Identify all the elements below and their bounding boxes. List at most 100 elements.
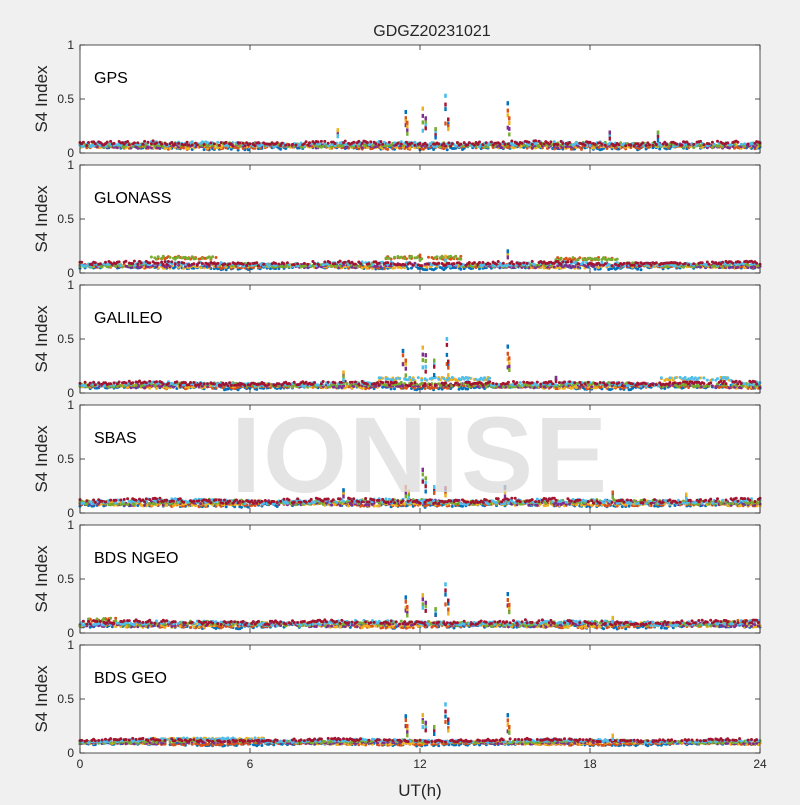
data-point bbox=[390, 262, 393, 265]
data-point bbox=[648, 143, 651, 146]
data-point bbox=[119, 264, 122, 267]
data-point bbox=[658, 148, 661, 151]
data-point bbox=[345, 385, 348, 388]
data-point bbox=[468, 141, 471, 144]
data-point bbox=[119, 384, 122, 387]
data-point bbox=[604, 262, 607, 265]
spike-peak bbox=[507, 101, 509, 105]
data-point bbox=[104, 261, 107, 264]
data-point bbox=[393, 387, 396, 390]
data-point bbox=[600, 261, 603, 264]
spike-peak bbox=[447, 118, 449, 122]
data-point bbox=[708, 263, 711, 266]
data-point bbox=[561, 142, 564, 145]
data-point bbox=[454, 145, 457, 148]
data-point bbox=[526, 262, 529, 265]
data-point bbox=[459, 258, 462, 261]
data-point bbox=[276, 141, 279, 144]
data-point bbox=[294, 144, 297, 147]
data-point bbox=[500, 146, 503, 149]
data-point bbox=[614, 263, 617, 266]
data-point bbox=[592, 263, 595, 266]
y-tick-label: 1 bbox=[67, 38, 74, 52]
data-point bbox=[425, 144, 428, 147]
data-point bbox=[532, 263, 535, 266]
spike-point bbox=[444, 103, 446, 107]
data-point bbox=[162, 263, 165, 266]
data-point bbox=[323, 261, 326, 264]
data-point bbox=[577, 266, 580, 269]
data-point bbox=[412, 264, 415, 267]
data-point bbox=[463, 141, 466, 144]
data-point bbox=[420, 264, 423, 267]
spike-peak bbox=[419, 254, 421, 258]
data-point bbox=[427, 263, 430, 266]
spike-point bbox=[434, 136, 436, 140]
data-point bbox=[99, 262, 102, 265]
data-point bbox=[702, 143, 705, 146]
spike-peak bbox=[508, 116, 510, 120]
data-point bbox=[726, 141, 729, 144]
data-point bbox=[182, 262, 185, 265]
data-point bbox=[640, 268, 643, 271]
data-point bbox=[594, 143, 597, 146]
data-point bbox=[203, 143, 206, 146]
data-point bbox=[213, 142, 216, 145]
data-point bbox=[124, 260, 127, 263]
data-point bbox=[590, 385, 593, 388]
data-point bbox=[281, 265, 284, 268]
data-point bbox=[561, 260, 564, 263]
data-point bbox=[553, 140, 556, 143]
data-point bbox=[152, 139, 155, 142]
data-point bbox=[366, 267, 369, 270]
spike-peak bbox=[444, 94, 446, 98]
data-point bbox=[488, 263, 491, 266]
data-point bbox=[94, 261, 97, 264]
data-point bbox=[403, 257, 406, 260]
data-point bbox=[143, 145, 146, 148]
data-point bbox=[196, 264, 199, 267]
data-point bbox=[255, 261, 258, 264]
data-point bbox=[131, 262, 134, 265]
spike-peak bbox=[406, 121, 408, 125]
data-point bbox=[101, 266, 104, 269]
data-point bbox=[599, 264, 602, 267]
data-point bbox=[740, 143, 743, 146]
data-point bbox=[162, 255, 165, 258]
panel-background bbox=[80, 285, 760, 393]
data-point bbox=[106, 141, 109, 144]
data-point bbox=[549, 140, 552, 143]
data-point bbox=[577, 262, 580, 265]
data-point bbox=[459, 143, 462, 146]
data-point bbox=[583, 144, 586, 147]
data-point bbox=[220, 141, 223, 144]
data-point bbox=[254, 144, 257, 147]
data-point bbox=[313, 262, 316, 265]
data-point bbox=[155, 258, 158, 261]
data-point bbox=[410, 142, 413, 145]
data-point bbox=[708, 142, 711, 145]
spike-point bbox=[444, 122, 446, 126]
data-point bbox=[665, 143, 668, 146]
data-point bbox=[388, 141, 391, 144]
data-point bbox=[257, 264, 260, 267]
spike-peak bbox=[337, 128, 339, 132]
data-point bbox=[711, 141, 714, 144]
data-point bbox=[447, 262, 450, 265]
data-point bbox=[371, 263, 374, 266]
data-point bbox=[238, 142, 241, 145]
data-point bbox=[187, 144, 190, 147]
data-point bbox=[201, 257, 204, 260]
spike-peak bbox=[444, 255, 446, 259]
data-point bbox=[650, 264, 653, 267]
data-point bbox=[611, 264, 614, 267]
data-point bbox=[490, 141, 493, 144]
data-point bbox=[403, 266, 406, 269]
data-point bbox=[451, 142, 454, 145]
data-point bbox=[277, 263, 280, 266]
data-point bbox=[512, 263, 515, 266]
data-point bbox=[510, 140, 513, 143]
data-point bbox=[755, 262, 758, 265]
data-point bbox=[191, 140, 194, 143]
